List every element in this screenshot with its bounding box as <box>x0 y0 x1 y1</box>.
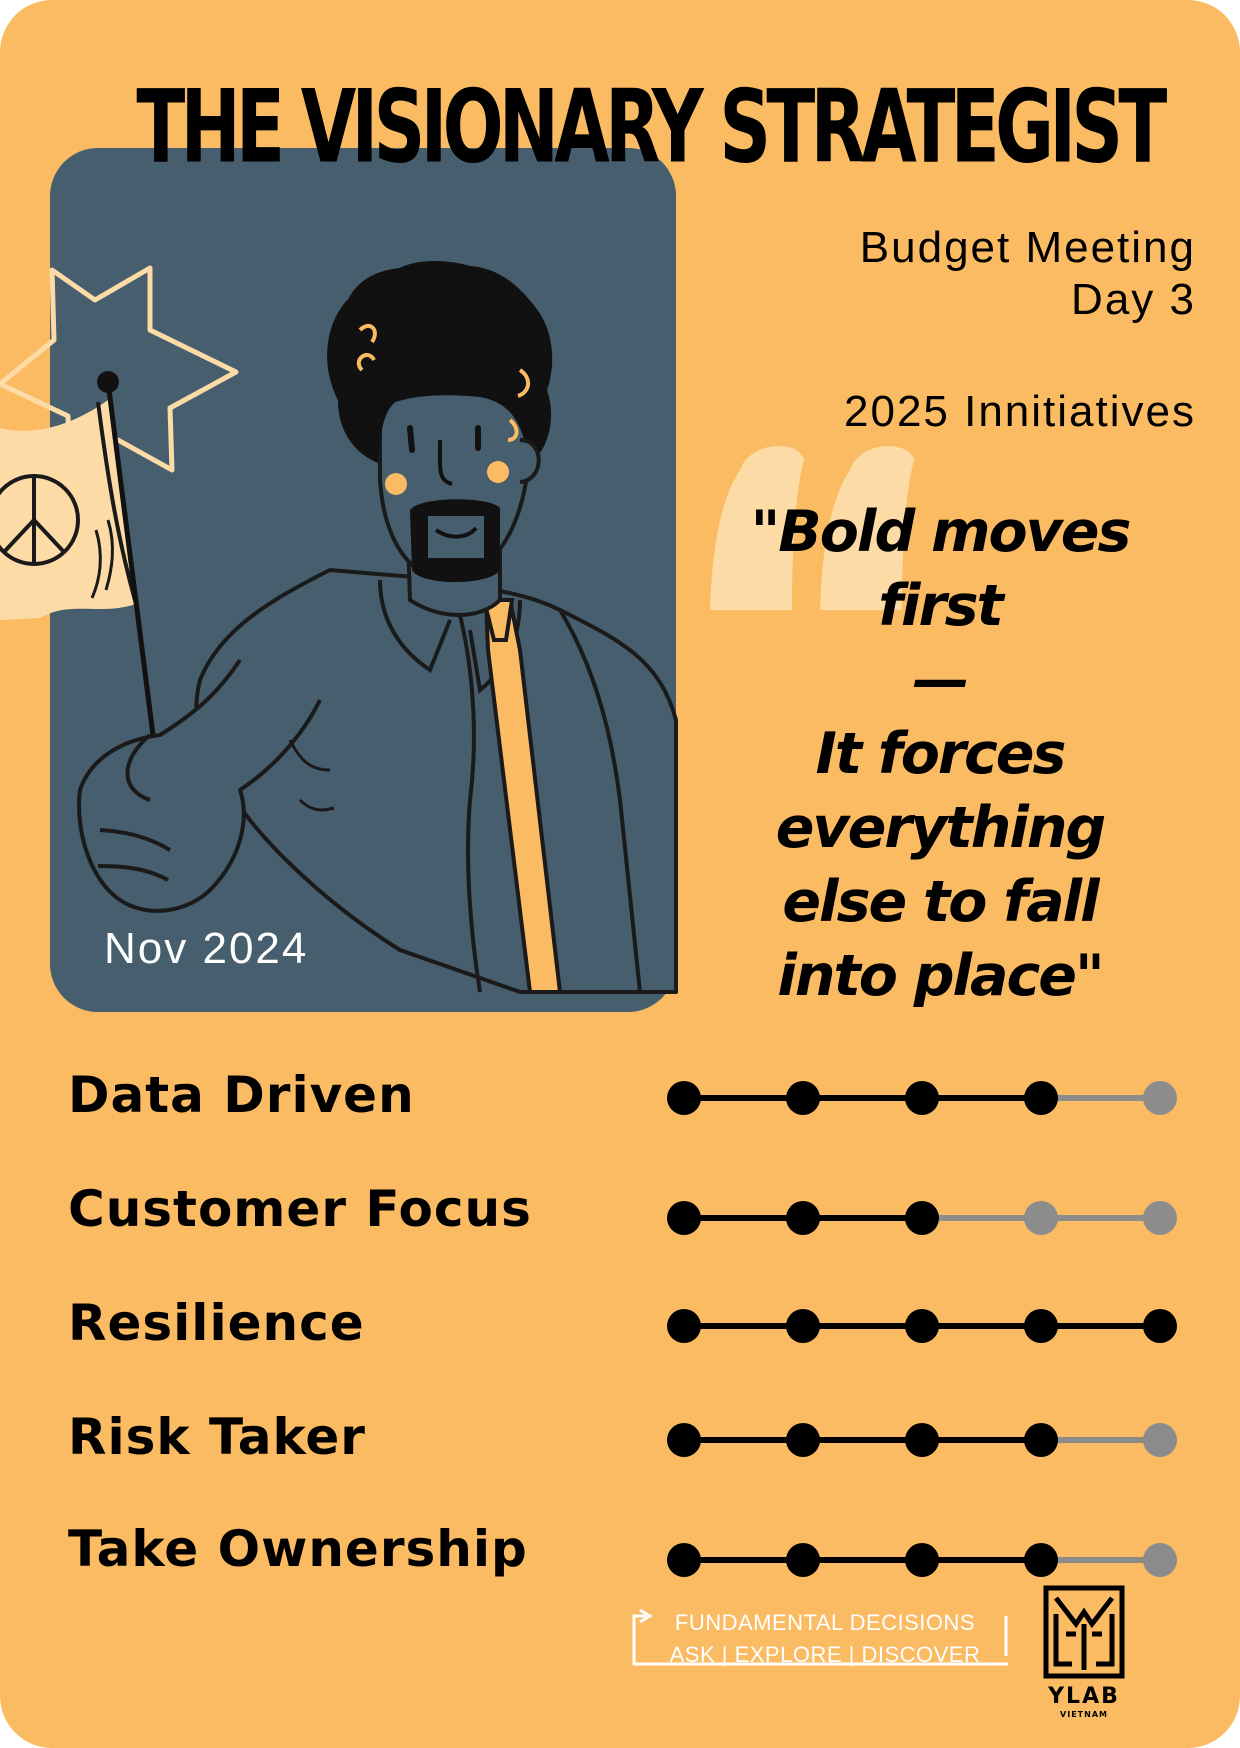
rating-dot <box>1024 1201 1058 1235</box>
rating-dot <box>786 1201 820 1235</box>
rating-dot <box>786 1543 820 1577</box>
skill-rating <box>667 1081 1177 1115</box>
skill-label: Data Driven <box>68 1066 415 1124</box>
skill-label: Resilience <box>68 1294 365 1352</box>
rating-dot <box>667 1423 701 1457</box>
quote-line: It forces <box>815 721 1067 787</box>
quote-line: "Bold moves <box>750 499 1132 565</box>
rating-dot <box>1143 1309 1177 1343</box>
rating-dot <box>905 1201 939 1235</box>
rating-dot <box>786 1423 820 1457</box>
skill-label: Risk Taker <box>68 1408 366 1466</box>
rating-dot <box>667 1081 701 1115</box>
footer-bracket <box>632 1608 1008 1666</box>
rating-dot <box>1143 1081 1177 1115</box>
quote-line: else to fall <box>782 869 1099 935</box>
logo-subtext: VIETNAM <box>1060 1710 1108 1719</box>
quote-line: into place" <box>777 943 1104 1009</box>
rating-dot <box>905 1309 939 1343</box>
footer-line-1: FUNDAMENTAL DECISIONS <box>674 1610 976 1635</box>
rating-dot <box>667 1309 701 1343</box>
skill-rating <box>667 1201 1177 1235</box>
event-line-1: Budget Meeting <box>859 223 1196 272</box>
initiatives-label: 2025 Innitiatives <box>844 387 1196 436</box>
quote-line: everything <box>775 795 1107 861</box>
rating-dot <box>1143 1423 1177 1457</box>
rating-dot <box>1024 1081 1058 1115</box>
skill-rating <box>667 1423 1177 1457</box>
rating-dot <box>1024 1423 1058 1457</box>
event-line-2: Day 3 <box>1071 275 1196 324</box>
rating-dot <box>905 1081 939 1115</box>
skill-label: Take Ownership <box>68 1520 528 1578</box>
rating-dot <box>1143 1543 1177 1577</box>
quote-block: "Bold moves first — It forces everything… <box>700 495 1180 1013</box>
rating-dot <box>667 1201 701 1235</box>
rating-dot <box>1024 1309 1058 1343</box>
person-illustration <box>0 261 678 994</box>
rating-dot <box>786 1309 820 1343</box>
ylab-logo-icon <box>1043 1585 1125 1679</box>
skill-rating <box>667 1309 1177 1343</box>
footer-line-2: ASK | EXPLORE | DISCOVER <box>669 1642 981 1667</box>
card-title: THE VISIONARY STRATEGIST <box>136 68 1167 186</box>
skill-rating <box>667 1543 1177 1577</box>
rating-dot <box>1143 1201 1177 1235</box>
portrait-date: Nov 2024 <box>104 924 309 973</box>
rating-dot <box>667 1543 701 1577</box>
starburst-icon <box>0 265 239 473</box>
rating-dot <box>786 1081 820 1115</box>
rating-dot <box>905 1423 939 1457</box>
peace-sign-icon <box>0 474 80 566</box>
rating-dot <box>905 1543 939 1577</box>
quote-line: — <box>912 647 970 713</box>
rating-dot <box>1024 1543 1058 1577</box>
logo-text: YLAB <box>1048 1684 1120 1709</box>
quote-line: first <box>878 573 1004 639</box>
skill-label: Customer Focus <box>68 1180 532 1238</box>
quote-mark-icon <box>710 446 914 610</box>
